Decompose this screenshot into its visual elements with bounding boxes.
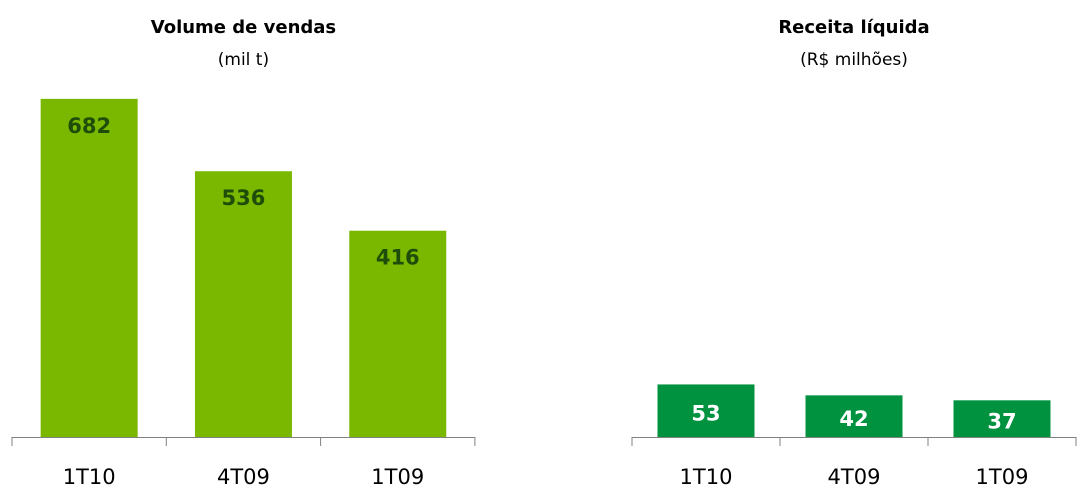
data-label: 536	[222, 186, 266, 210]
x-tick-label: 4T09	[828, 465, 881, 488]
x-tick-label: 1T10	[680, 465, 733, 488]
x-tick-label: 1T09	[976, 465, 1029, 488]
data-label: 37	[987, 410, 1016, 434]
bar	[349, 230, 447, 437]
x-tick-label: 1T09	[371, 465, 424, 488]
data-label: 416	[376, 246, 420, 270]
x-tick-label: 1T10	[63, 465, 116, 488]
chart-subtitle: (R$ milhões)	[800, 50, 908, 70]
chart-title: Receita líquida	[778, 17, 929, 38]
bar	[40, 98, 138, 437]
bar	[953, 400, 1051, 437]
x-tick-label: 4T09	[217, 465, 270, 488]
bar	[805, 395, 903, 437]
chart-subtitle: (mil t)	[218, 50, 269, 70]
data-label: 682	[67, 114, 111, 138]
data-label: 53	[691, 402, 720, 426]
data-label: 42	[839, 407, 868, 431]
bar	[194, 171, 292, 437]
bar	[657, 384, 755, 437]
chart-title: Volume de vendas	[151, 17, 336, 38]
